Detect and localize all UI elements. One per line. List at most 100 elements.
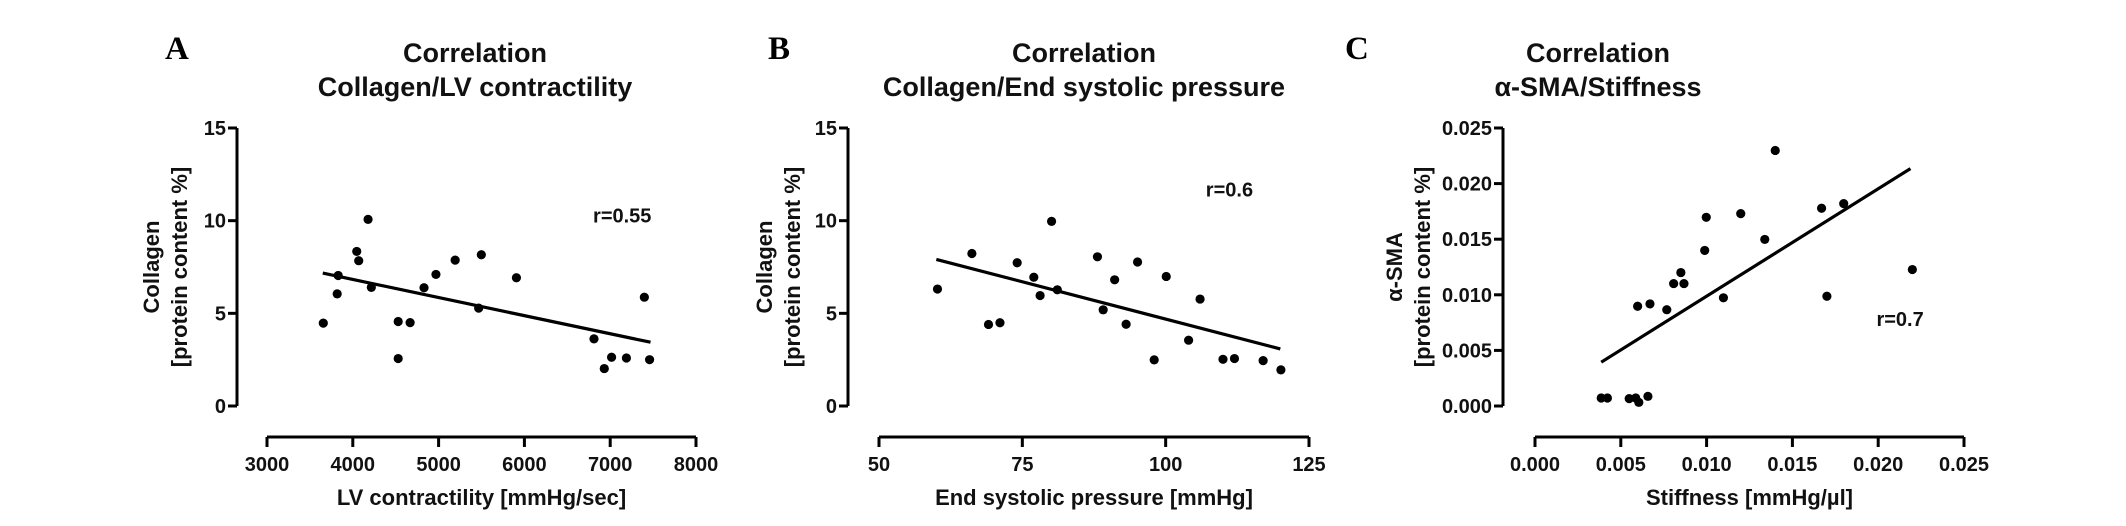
x-tick-label: 0.025 [1939, 454, 1989, 476]
panel-a: A Correlation Collagen/LV contractility 0 5 1… [139, 31, 718, 510]
data-point [1092, 252, 1103, 262]
y-axis-label-line-2: [protein content %] [780, 167, 805, 367]
data-point [1676, 267, 1686, 278]
data-point [419, 283, 429, 293]
chart-title-line-2: Collagen/LV contractility [318, 72, 633, 102]
y-tick-label: 0.015 [1442, 229, 1492, 251]
data-point [1679, 278, 1689, 289]
panel-letter: C [1345, 31, 1369, 67]
y-axis-label-line-2: [protein content %] [1410, 167, 1435, 367]
data-point [476, 250, 486, 260]
data-point [1149, 355, 1159, 365]
x-tick-label: 0.020 [1853, 454, 1903, 476]
regression-line [322, 271, 651, 344]
y-tick-label: 0.005 [1442, 340, 1492, 362]
x-tick-label: 3000 [245, 454, 290, 476]
chart-title-line-1: Correlation [1526, 38, 1670, 68]
x-tick-label: 125 [1292, 454, 1325, 476]
data-point [366, 282, 376, 292]
x-tick-label: 0.015 [1767, 454, 1817, 476]
correlation-coefficient-label: r=0.6 [1206, 180, 1253, 202]
correlation-coefficient-label: r=0.7 [1876, 309, 1923, 331]
data-point [1760, 234, 1770, 245]
data-point [995, 318, 1005, 328]
x-tick-label: 0.010 [1682, 454, 1732, 476]
y-tick-label: 10 [204, 211, 226, 233]
panel-letter: B [768, 31, 790, 67]
data-point [1669, 278, 1679, 289]
data-point [1046, 216, 1057, 227]
y-axis-label-line-1: Collagen [752, 221, 777, 314]
data-point [606, 352, 617, 362]
data-point [363, 214, 373, 224]
data-point [1258, 355, 1268, 366]
data-point [1195, 294, 1205, 304]
data-point [393, 316, 403, 327]
data-point [1645, 299, 1655, 309]
y-tick-label: 15 [815, 118, 837, 140]
data-point [1184, 335, 1194, 345]
data-point [932, 284, 943, 294]
data-point [1098, 305, 1108, 315]
x-tick-label: 5000 [416, 454, 461, 476]
y-tick-label: 0 [215, 396, 226, 418]
panel-c: C Correlation α-SMA/Stiffness 0.000 0.005 0.0… [1345, 31, 1989, 510]
x-axis-label: End systolic pressure [mmHg] [935, 485, 1253, 510]
data-point [1643, 391, 1653, 401]
x-tick-label: 100 [1149, 454, 1182, 476]
data-point [405, 318, 415, 328]
chart-title-line-1: Correlation [403, 38, 547, 68]
data-point [431, 269, 441, 280]
data-point [511, 273, 522, 283]
data-point [333, 270, 343, 281]
data-point [621, 353, 632, 363]
x-tick-label: 75 [1011, 454, 1033, 476]
data-point [1012, 258, 1022, 268]
regression-line [935, 257, 1281, 351]
data-point [1822, 291, 1832, 301]
y-tick-label: 5 [215, 303, 226, 325]
data-point [1218, 354, 1228, 364]
data-point [474, 303, 484, 313]
data-point [1035, 290, 1045, 301]
data-point [589, 334, 599, 344]
data-point [1602, 393, 1613, 403]
data-point [644, 355, 655, 365]
chart-title-line-1: Correlation [1012, 38, 1156, 68]
data-point [1634, 397, 1644, 407]
y-axis-label-line-2: [protein content %] [167, 167, 192, 367]
x-tick-label: 50 [868, 454, 890, 476]
data-point [1700, 245, 1710, 256]
data-point [1132, 257, 1143, 267]
panel-letter: A [165, 31, 189, 67]
data-point [1662, 305, 1672, 315]
data-point [1839, 199, 1849, 209]
y-tick-label: 0.025 [1442, 118, 1492, 140]
data-point [318, 318, 328, 328]
data-point [1718, 293, 1729, 303]
chart-title-line-2: Collagen/End systolic pressure [883, 72, 1285, 102]
data-point [1029, 272, 1039, 282]
data-point [1736, 209, 1746, 219]
regression-line [1600, 167, 1912, 364]
x-tick-label: 7000 [588, 454, 633, 476]
y-tick-label: 0.010 [1442, 285, 1492, 307]
data-point [352, 246, 362, 257]
data-point [639, 292, 649, 302]
chart-title-line-2: α-SMA/Stiffness [1494, 72, 1701, 102]
y-tick-label: 10 [815, 211, 837, 233]
data-point [1052, 285, 1062, 295]
data-point [1121, 319, 1131, 329]
data-point [1633, 301, 1643, 311]
data-point [1276, 365, 1286, 375]
y-tick-label: 5 [826, 303, 837, 325]
panel-b: B Correlation Collagen/End systolic pressu… [752, 31, 1326, 510]
data-point [1229, 353, 1240, 364]
data-point [332, 289, 342, 299]
x-tick-label: 0.000 [1510, 454, 1560, 476]
data-point [1161, 271, 1171, 282]
data-point [1770, 145, 1780, 156]
data-point [599, 363, 609, 374]
y-axis-label-line-1: α-SMA [1382, 232, 1407, 302]
